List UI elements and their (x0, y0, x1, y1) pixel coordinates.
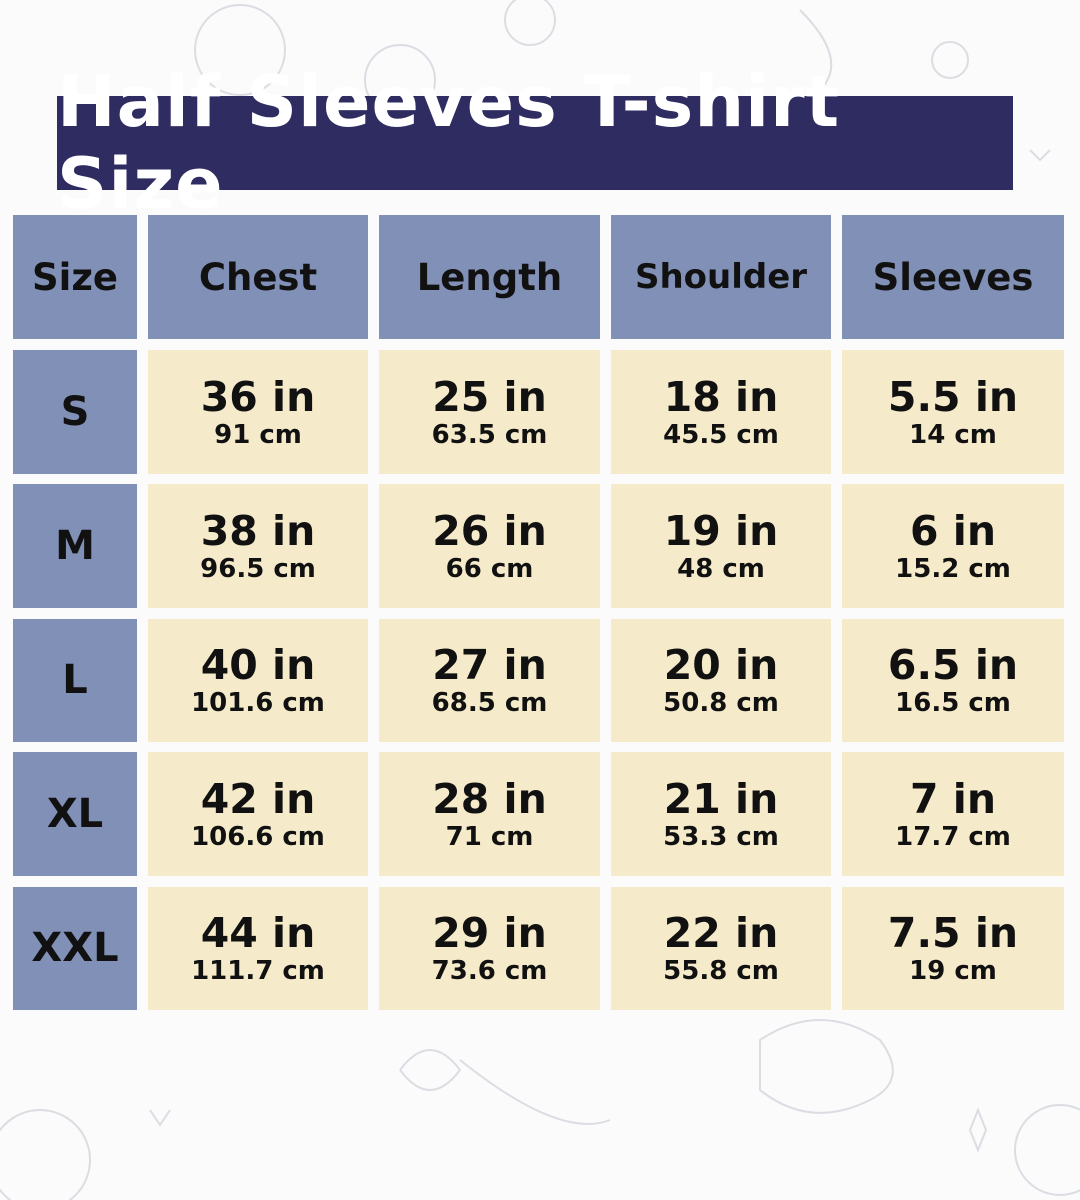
value-inches: 44 in (200, 909, 316, 957)
value-inches: 7 in (909, 775, 997, 823)
cell-chest: 38 in 96.5 cm (148, 484, 368, 608)
cell-length: 29 in 73.6 cm (379, 886, 600, 1010)
value-inches: 40 in (200, 641, 316, 689)
value-cm: 14 cm (909, 419, 997, 450)
header-size: Size (13, 215, 137, 339)
cell-sleeves: 6 in 15.2 cm (842, 484, 1064, 608)
cell-chest: 42 in 106.6 cm (148, 752, 368, 876)
value-inches: 28 in (432, 775, 547, 823)
value-inches: 27 in (432, 641, 547, 689)
value-inches: 22 in (663, 909, 779, 957)
value-cm: 66 cm (445, 554, 534, 584)
size-label: M (13, 484, 137, 608)
value-inches: 21 in (663, 775, 779, 823)
value-inches: 42 in (200, 775, 316, 823)
cell-length: 27 in 68.5 cm (379, 618, 600, 742)
value-cm: 63.5 cm (431, 419, 548, 450)
cell-length: 26 in 66 cm (379, 484, 600, 608)
value-cm: 19 cm (909, 956, 997, 986)
value-inches: 6 in (909, 507, 997, 555)
value-cm: 15.2 cm (895, 554, 1011, 584)
cell-sleeves: 5.5 in 14 cm (842, 349, 1064, 474)
size-label: XXL (13, 886, 137, 1010)
cell-shoulder: 21 in 53.3 cm (611, 752, 831, 876)
cell-length: 25 in 63.5 cm (379, 349, 600, 474)
cell-sleeves: 6.5 in 16.5 cm (842, 618, 1064, 742)
value-inches: 26 in (432, 507, 547, 555)
header-length: Length (379, 215, 600, 339)
cell-sleeves: 7 in 17.7 cm (842, 752, 1064, 876)
value-cm: 101.6 cm (191, 688, 325, 718)
value-cm: 111.7 cm (191, 956, 325, 986)
cell-shoulder: 22 in 55.8 cm (611, 886, 831, 1010)
value-cm: 68.5 cm (431, 688, 548, 718)
value-cm: 50.8 cm (663, 688, 779, 718)
cell-shoulder: 20 in 50.8 cm (611, 618, 831, 742)
value-cm: 48 cm (677, 554, 765, 584)
header-sleeves: Sleeves (842, 215, 1064, 339)
value-cm: 16.5 cm (895, 688, 1011, 718)
cell-chest: 44 in 111.7 cm (148, 886, 368, 1010)
value-inches: 20 in (663, 641, 779, 689)
size-chart-table: Size Chest Length Shoulder Sleeves S 36 i… (13, 215, 1064, 1010)
value-inches: 36 in (200, 372, 316, 421)
page-title: Half Sleeves T-shirt Size (57, 61, 1013, 225)
cell-shoulder: 18 in 45.5 cm (611, 349, 831, 474)
value-cm: 45.5 cm (663, 419, 779, 450)
value-cm: 53.3 cm (663, 822, 779, 852)
value-inches: 38 in (200, 507, 316, 555)
header-chest: Chest (148, 215, 368, 339)
value-cm: 55.8 cm (663, 956, 779, 986)
value-cm: 71 cm (445, 822, 534, 852)
value-inches: 5.5 in (887, 372, 1019, 421)
size-label: XL (13, 752, 137, 876)
value-cm: 73.6 cm (431, 956, 548, 986)
value-inches: 6.5 in (887, 641, 1019, 689)
value-inches: 25 in (432, 372, 547, 421)
value-cm: 96.5 cm (200, 554, 316, 584)
value-cm: 106.6 cm (191, 822, 325, 852)
header-shoulder: Shoulder (611, 215, 831, 339)
value-inches: 29 in (432, 909, 547, 957)
cell-sleeves: 7.5 in 19 cm (842, 886, 1064, 1010)
cell-chest: 36 in 91 cm (148, 349, 368, 474)
value-inches: 7.5 in (887, 909, 1019, 957)
cell-length: 28 in 71 cm (379, 752, 600, 876)
cell-chest: 40 in 101.6 cm (148, 618, 368, 742)
value-inches: 19 in (663, 507, 779, 555)
value-inches: 18 in (663, 372, 779, 421)
size-label: S (13, 349, 137, 474)
size-label: L (13, 618, 137, 742)
cell-shoulder: 19 in 48 cm (611, 484, 831, 608)
value-cm: 17.7 cm (895, 822, 1011, 852)
value-cm: 91 cm (214, 419, 302, 450)
